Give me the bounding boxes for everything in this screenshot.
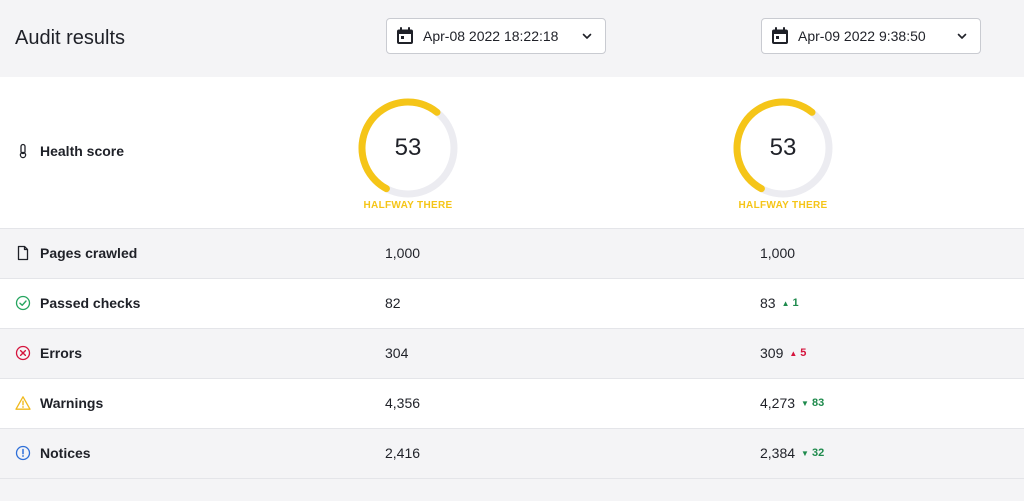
value-text: 2,416	[385, 445, 421, 461]
health-score-caption: HALFWAY THERE	[738, 200, 828, 211]
metric-row-notices: Notices 2,416 2,384 ▼ 32	[0, 428, 1024, 478]
delta-value: 5	[800, 347, 807, 359]
metric-row-warnings: Warnings 4,356 4,273 ▼ 83	[0, 378, 1024, 428]
row-label-text: Health score	[40, 143, 125, 159]
value-text: 4,356	[385, 395, 421, 411]
value-text: 309	[760, 345, 784, 361]
warning-icon	[15, 395, 31, 411]
value-text: 1,000	[760, 245, 796, 261]
table-footer	[0, 478, 1024, 501]
calendar-icon	[772, 27, 788, 44]
health-score-label: Health score	[15, 143, 124, 159]
delta-value: 32	[811, 447, 825, 459]
value-text: 304	[385, 345, 409, 361]
value-text: 82	[385, 295, 401, 311]
row-label-text: Notices	[40, 445, 91, 461]
delta-badge: ▼ 83	[801, 397, 824, 409]
metric-value-first: 1,000	[385, 245, 420, 261]
value-text: 2,384	[760, 445, 796, 461]
metric-label: Errors	[15, 345, 82, 361]
metric-value-second: 1,000	[760, 245, 795, 261]
health-score-value: 53	[769, 134, 797, 161]
value-text: 4,273	[760, 395, 796, 411]
metric-value-second: 2,384 ▼ 32	[760, 445, 824, 461]
metric-row-passed-checks: Passed checks 82 83 ▲ 1	[0, 278, 1024, 328]
delta-badge: ▲ 5	[789, 347, 806, 359]
health-score-row: Health score 53 HALFWAY THERE 53 HALFWAY…	[0, 77, 1024, 228]
arrow-up-icon: ▲	[789, 348, 798, 358]
header-bar: Audit results Apr-08 2022 18:22:18 Apr-0…	[0, 0, 1024, 77]
row-label-text: Warnings	[40, 395, 104, 411]
row-label-text: Pages crawled	[40, 245, 138, 261]
chevron-down-icon	[582, 33, 592, 39]
metric-value-second: 83 ▲ 1	[760, 295, 799, 311]
metric-row-pages-crawled: Pages crawled 1,000 1,000	[0, 228, 1024, 278]
delta-value: 83	[811, 397, 825, 409]
metric-value-first: 82	[385, 295, 401, 311]
metric-label: Warnings	[15, 395, 103, 411]
metric-value-second: 4,273 ▼ 83	[760, 395, 824, 411]
arrow-up-icon: ▲	[781, 298, 790, 308]
date-picker-second[interactable]: Apr-09 2022 9:38:50	[761, 18, 981, 54]
value-text: 83	[760, 295, 776, 311]
delta-value: 1	[792, 297, 799, 309]
chevron-down-icon	[957, 33, 967, 39]
date-picker-value: Apr-09 2022 9:38:50	[798, 28, 926, 44]
metric-value-second: 309 ▲ 5	[760, 345, 806, 361]
health-gauge-second: 53 HALFWAY THERE	[728, 96, 838, 216]
arrow-down-icon: ▼	[801, 398, 809, 408]
health-score-caption: HALFWAY THERE	[363, 200, 453, 211]
page-title: Audit results	[15, 27, 126, 49]
arrow-down-icon: ▼	[801, 448, 809, 458]
check-circle-icon	[15, 295, 31, 311]
calendar-icon	[397, 27, 413, 44]
delta-badge: ▲ 1	[782, 297, 799, 309]
info-circle-icon	[15, 445, 31, 461]
metric-label: Notices	[15, 445, 91, 461]
delta-badge: ▼ 32	[801, 447, 824, 459]
gauge-ring	[733, 98, 833, 198]
metric-row-errors: Errors 304 309 ▲ 5	[0, 328, 1024, 378]
value-text: 1,000	[385, 245, 421, 261]
metric-value-first: 4,356	[385, 395, 420, 411]
metric-value-first: 304	[385, 345, 408, 361]
date-picker-value: Apr-08 2022 18:22:18	[423, 28, 559, 44]
metric-value-first: 2,416	[385, 445, 420, 461]
metric-label: Pages crawled	[15, 245, 137, 261]
error-circle-icon	[15, 345, 31, 361]
row-label-text: Passed checks	[40, 295, 141, 311]
page-icon	[15, 245, 31, 261]
thermometer-icon	[15, 143, 31, 159]
row-label-text: Errors	[40, 345, 83, 361]
metric-label: Passed checks	[15, 295, 140, 311]
gauge-ring	[358, 98, 458, 198]
health-score-value: 53	[394, 134, 422, 161]
date-picker-first[interactable]: Apr-08 2022 18:22:18	[386, 18, 606, 54]
health-gauge-first: 53 HALFWAY THERE	[353, 96, 463, 216]
